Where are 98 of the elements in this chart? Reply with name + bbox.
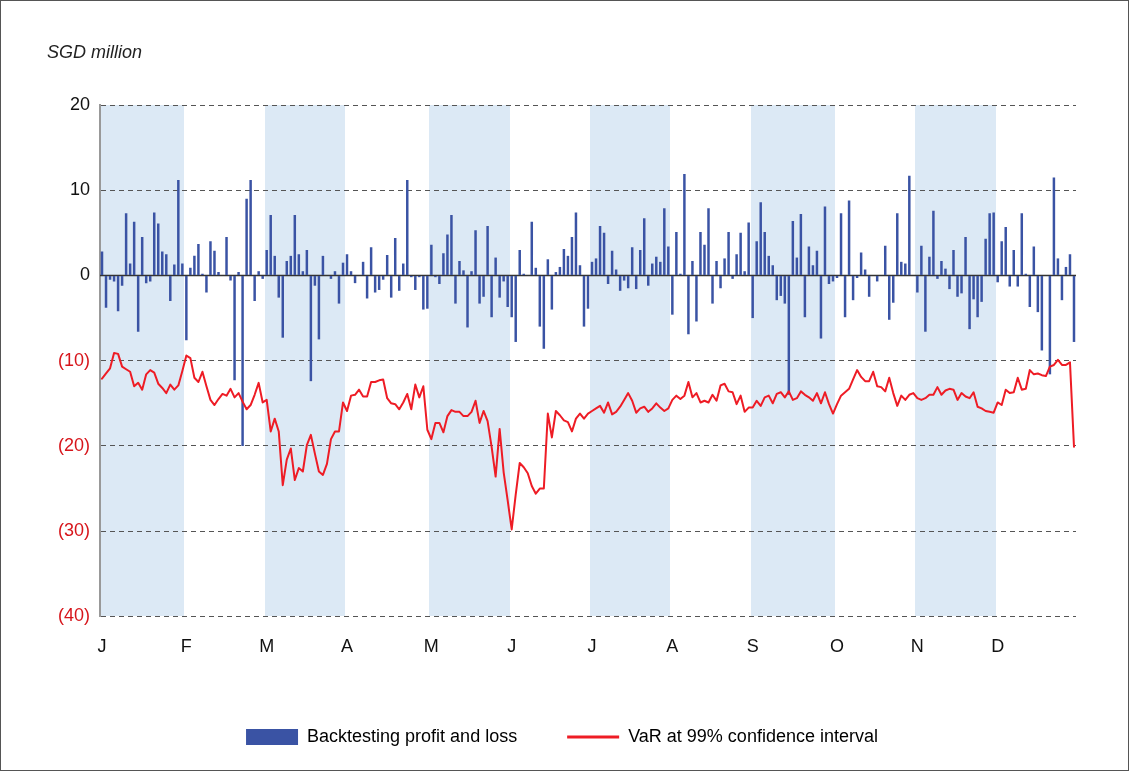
bar — [663, 208, 666, 275]
bar — [727, 232, 730, 275]
bar — [1004, 226, 1007, 275]
bar — [257, 271, 260, 275]
bar — [948, 275, 951, 290]
bar — [916, 275, 919, 293]
bar — [932, 210, 935, 275]
bar — [687, 275, 690, 335]
bar — [896, 213, 899, 275]
bar — [699, 232, 702, 275]
bar — [940, 260, 943, 275]
bar — [406, 180, 409, 275]
x-tick-label: J — [97, 636, 107, 657]
bar — [976, 275, 979, 318]
bar — [655, 256, 658, 275]
bar — [490, 275, 493, 318]
bar — [691, 260, 694, 275]
bar — [920, 245, 923, 275]
y-tick-label: 10 — [69, 179, 91, 200]
bar — [1008, 275, 1011, 287]
bar — [478, 275, 481, 304]
y-tick-label: (10) — [57, 349, 91, 370]
bar — [269, 214, 272, 275]
x-tick-label: J — [587, 636, 597, 657]
bar — [197, 243, 200, 275]
bar — [422, 275, 425, 310]
legend-label: Backtesting profit and loss — [307, 725, 518, 746]
y-tick-label: (30) — [57, 520, 91, 541]
bar — [161, 251, 164, 275]
bar — [719, 275, 722, 289]
bar — [956, 275, 959, 297]
bar — [964, 237, 967, 275]
bar — [759, 202, 762, 275]
bar — [209, 241, 212, 275]
x-tick-label: D — [991, 636, 1005, 657]
bar — [261, 275, 264, 279]
bar — [671, 275, 674, 315]
bar — [739, 232, 742, 275]
bar — [185, 275, 188, 341]
bar — [498, 275, 501, 298]
bar — [952, 249, 955, 275]
y-tick-label: 0 — [79, 264, 91, 285]
bar — [277, 275, 280, 298]
bar — [518, 249, 521, 275]
x-tick-label: F — [180, 636, 192, 657]
x-tick-label: M — [423, 636, 439, 657]
bar — [695, 275, 698, 322]
x-tick-label: J — [507, 636, 517, 657]
bar — [249, 180, 252, 275]
bar — [237, 272, 240, 275]
y-tick-label: 20 — [69, 93, 91, 114]
bar — [458, 260, 461, 275]
bar — [622, 275, 626, 281]
bar — [233, 275, 236, 381]
bar — [426, 275, 429, 309]
bar — [450, 214, 453, 275]
x-tick-label: M — [259, 636, 275, 657]
bar — [454, 275, 457, 304]
x-tick-label: O — [830, 636, 845, 657]
bar — [715, 260, 718, 275]
x-tick-label: N — [910, 636, 924, 657]
bar — [992, 212, 995, 275]
bar — [486, 226, 489, 275]
bar — [707, 208, 710, 275]
bar — [731, 275, 734, 279]
bar — [751, 275, 754, 319]
bar — [747, 222, 750, 275]
bar — [253, 275, 256, 302]
y-axis-title: SGD million — [47, 42, 143, 63]
bar — [474, 230, 477, 275]
y-tick-label: (20) — [57, 434, 91, 455]
bar — [466, 275, 469, 328]
legend-label: VaR at 99% confidence interval — [628, 725, 878, 746]
bar — [675, 232, 678, 275]
y-tick-label: (40) — [57, 605, 91, 626]
bar — [924, 275, 927, 332]
bar — [514, 275, 517, 342]
bar — [430, 244, 433, 275]
bar — [711, 275, 714, 304]
bar — [960, 275, 963, 294]
bar — [205, 275, 208, 293]
x-tick-label: S — [746, 636, 759, 657]
bar — [936, 275, 939, 279]
bar — [968, 275, 971, 330]
bar — [169, 275, 172, 302]
bar — [177, 180, 180, 275]
x-tick-label: A — [341, 636, 354, 657]
bar — [438, 275, 441, 284]
bar — [241, 275, 244, 446]
bar — [225, 237, 228, 275]
bar — [414, 275, 417, 290]
bar — [165, 254, 168, 275]
x-tick-label: A — [666, 636, 679, 657]
bar — [494, 257, 497, 275]
bar — [988, 213, 991, 275]
bar — [908, 175, 911, 275]
bar — [683, 174, 686, 275]
bar — [996, 275, 999, 283]
